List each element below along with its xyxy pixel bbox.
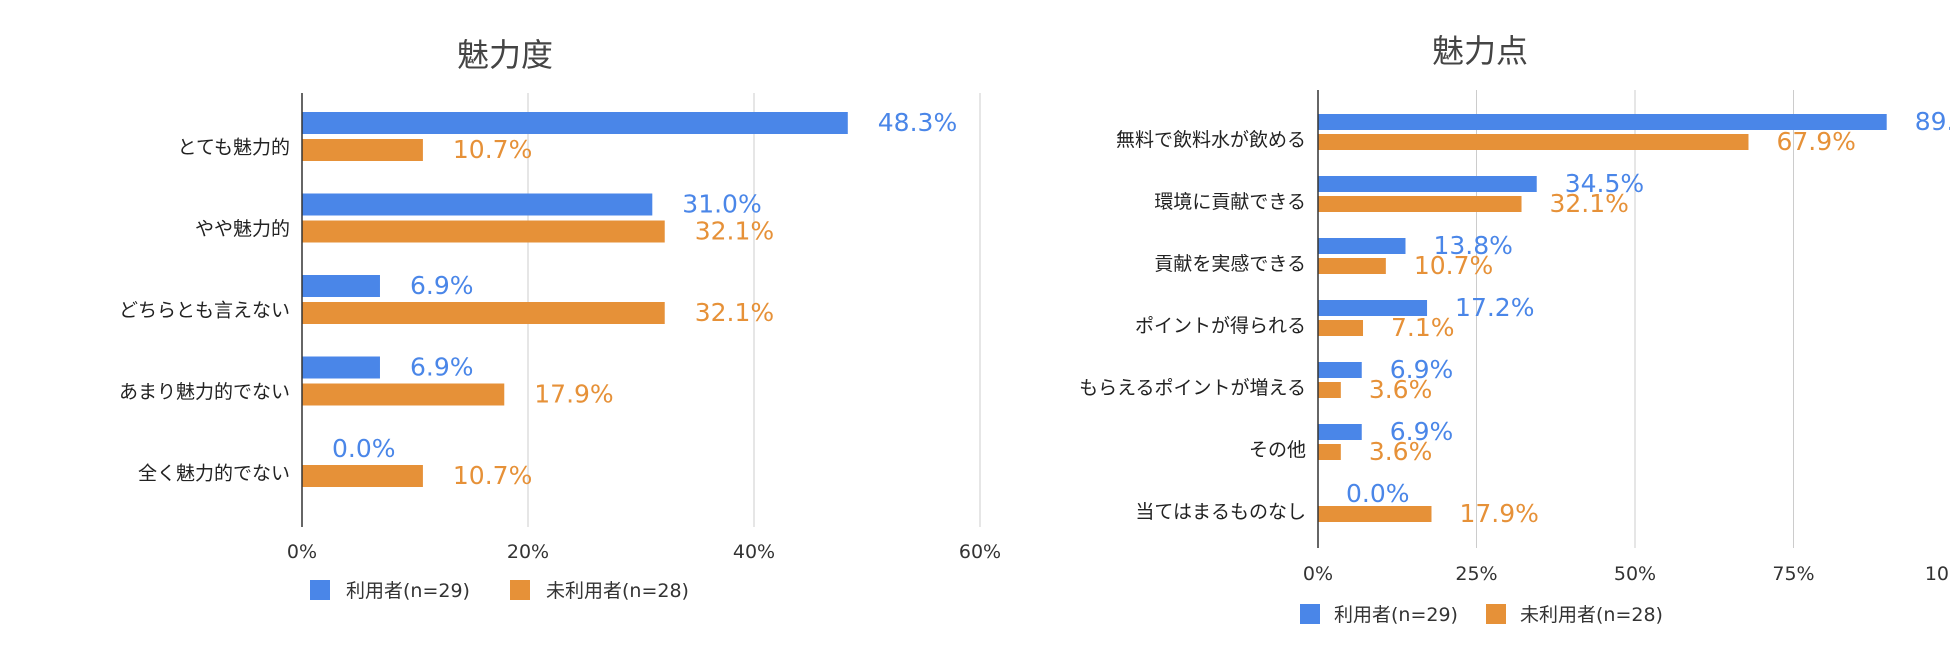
bar-nonusers	[1318, 134, 1749, 150]
x-tick-label: 60%	[959, 541, 1001, 563]
x-tick-label: 40%	[733, 541, 775, 563]
category-label: 貢献を実感できる	[1154, 253, 1306, 275]
data-label-users: 89.7%	[1915, 107, 1950, 136]
category-label: とても魅力的	[178, 137, 290, 159]
data-label-users: 17.2%	[1455, 293, 1534, 322]
bar-nonusers	[1318, 320, 1364, 336]
legend: 利用者(n=29) 未利用者(n=28)	[310, 580, 689, 602]
category-label: 無料で飲料水が飲める	[1116, 129, 1306, 151]
bar-users	[1318, 424, 1362, 440]
data-label-nonusers: 3.6%	[1369, 375, 1433, 404]
bar-users	[302, 193, 653, 216]
bar-users	[302, 275, 380, 297]
legend-swatch-nonusers	[1486, 604, 1506, 624]
data-label-users: 0.0%	[1346, 479, 1410, 508]
legend-label-nonusers: 未利用者(n=28)	[1520, 604, 1663, 626]
data-label-users: 6.9%	[1390, 417, 1454, 446]
data-label-users: 31.0%	[682, 190, 761, 219]
bar-nonusers	[302, 139, 423, 161]
data-label-nonusers: 17.9%	[534, 380, 613, 409]
x-tick-label: 25%	[1455, 563, 1497, 585]
category-label: 全く魅力的でない	[138, 463, 290, 485]
bar-nonusers	[302, 383, 505, 406]
chart-appeal-level: 魅力度 48.3%10.7%31.0%32.1%6.9%32.1%6.9%17.…	[119, 36, 1001, 602]
category-label: どちらとも言えない	[119, 300, 290, 322]
chart-appeal-points: 魅力点 89.7%67.9%34.5%32.1%13.8%10.7%17.2%7…	[1079, 32, 1950, 626]
bar-users	[1318, 238, 1406, 254]
data-label-nonusers: 32.1%	[695, 298, 774, 327]
bar-nonusers	[1318, 506, 1432, 522]
data-label-users: 0.0%	[332, 434, 396, 463]
data-label-nonusers: 10.7%	[453, 461, 532, 490]
category-label: 環境に貢献できる	[1154, 191, 1306, 213]
bar-users	[1318, 176, 1537, 192]
bar-nonusers	[302, 465, 423, 487]
category-label: ポイントが得られる	[1135, 315, 1306, 337]
chart-title: 魅力度	[457, 36, 553, 74]
bar-users	[302, 356, 380, 379]
bar-users	[1318, 114, 1887, 130]
legend-label-users: 利用者(n=29)	[1334, 604, 1458, 626]
legend-label-users: 利用者(n=29)	[346, 580, 470, 602]
data-label-nonusers: 32.1%	[1550, 189, 1629, 218]
category-label: やや魅力的	[195, 218, 290, 240]
x-tick-label: 75%	[1772, 563, 1814, 585]
bar-nonusers	[1318, 196, 1522, 212]
x-tick-label: 100%	[1925, 563, 1950, 585]
x-tick-label: 0%	[1303, 563, 1333, 585]
category-label: もらえるポイントが増える	[1079, 377, 1306, 399]
bar-users	[302, 112, 848, 134]
data-label-nonusers: 67.9%	[1776, 127, 1855, 156]
data-label-nonusers: 7.1%	[1391, 313, 1455, 342]
data-label-nonusers: 17.9%	[1459, 499, 1538, 528]
chart-title: 魅力点	[1432, 32, 1528, 70]
category-labels: 無料で飲料水が飲める環境に貢献できる貢献を実感できるポイントが得られるもらえるポ…	[1079, 129, 1306, 523]
category-label: その他	[1249, 439, 1306, 461]
data-label-users: 48.3%	[878, 108, 957, 137]
bars	[302, 112, 848, 487]
data-label-nonusers: 32.1%	[695, 217, 774, 246]
data-label-users: 6.9%	[1390, 355, 1454, 384]
gridlines	[1476, 90, 1794, 548]
bar-nonusers	[1318, 444, 1341, 460]
bar-nonusers	[302, 220, 665, 243]
legend-label-nonusers: 未利用者(n=28)	[546, 580, 689, 602]
bar-nonusers	[1318, 382, 1341, 398]
x-tick-label: 0%	[287, 541, 317, 563]
legend-swatch-users	[310, 580, 330, 600]
data-label-users: 6.9%	[410, 271, 474, 300]
data-label-nonusers: 3.6%	[1369, 437, 1433, 466]
x-tick-labels: 0% 25% 50% 75% 100%	[1303, 563, 1950, 585]
data-label-nonusers: 10.7%	[1414, 251, 1493, 280]
data-labels: 48.3%10.7%31.0%32.1%6.9%32.1%6.9%17.9%0.…	[332, 108, 957, 490]
bar-nonusers	[302, 302, 665, 324]
data-label-users: 34.5%	[1565, 169, 1644, 198]
legend-swatch-users	[1300, 604, 1320, 624]
legend: 利用者(n=29) 未利用者(n=28)	[1300, 604, 1663, 626]
x-tick-label: 50%	[1614, 563, 1656, 585]
category-label: あまり魅力的でない	[119, 381, 290, 403]
bar-users	[1318, 362, 1362, 378]
data-label-users: 6.9%	[410, 353, 474, 382]
x-tick-labels: 0% 20% 40% 60%	[287, 541, 1001, 563]
bar-nonusers	[1318, 258, 1386, 274]
bars	[1318, 114, 1887, 522]
legend-swatch-nonusers	[510, 580, 530, 600]
x-tick-label: 20%	[507, 541, 549, 563]
data-label-users: 13.8%	[1433, 231, 1512, 260]
data-label-nonusers: 10.7%	[453, 135, 532, 164]
bar-users	[1318, 300, 1428, 316]
data-labels: 89.7% 67.9% 34.5%32.1% 13.8%10.7% 17.2%7.1% 6…	[1346, 107, 1950, 528]
category-label: 当てはまるものなし	[1135, 501, 1306, 523]
